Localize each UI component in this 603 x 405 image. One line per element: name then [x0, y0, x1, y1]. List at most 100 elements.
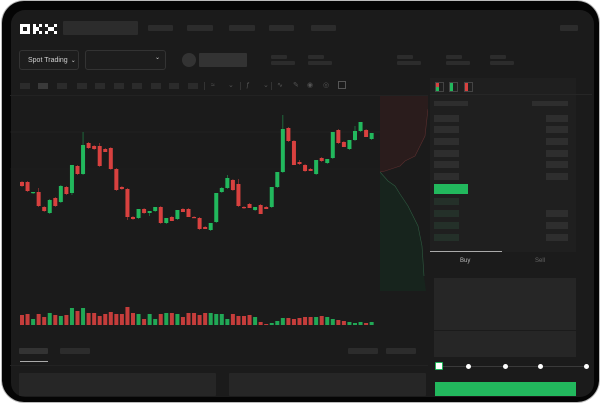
pencil-icon[interactable]: ✎ [293, 82, 299, 89]
chevron-down-icon[interactable]: ⌄ [228, 82, 234, 89]
market-selector-label: Spot Trading [28, 56, 68, 64]
volume-bar [97, 316, 102, 325]
interval-button[interactable] [151, 83, 161, 89]
filter-button[interactable] [348, 348, 378, 354]
orderbook-amount [546, 138, 568, 145]
price-input[interactable] [434, 278, 576, 304]
candle-body [314, 160, 319, 174]
interval-button[interactable] [95, 83, 105, 89]
tab-buy[interactable]: Buy [460, 258, 471, 264]
interval-button[interactable] [57, 83, 67, 89]
candle-body [153, 207, 158, 211]
amount-input[interactable] [434, 304, 576, 330]
orderbook-ask-price[interactable] [434, 173, 459, 180]
slider-handle[interactable] [435, 362, 443, 370]
volume-bar [214, 314, 219, 325]
volume-bar [297, 318, 302, 325]
orderbook-ask-price[interactable] [434, 126, 459, 133]
tab-open-orders[interactable] [19, 348, 48, 354]
orderbook-ask-price[interactable] [434, 161, 459, 168]
orderbook-ask-price[interactable] [434, 115, 459, 122]
orderbook-bid-price[interactable] [434, 222, 459, 229]
candle-body [369, 133, 374, 139]
candle-body [58, 186, 63, 202]
candle-type-icon[interactable]: ≈ [211, 82, 215, 89]
volume-bar [303, 317, 308, 325]
volume-bar [275, 321, 280, 325]
slider-track[interactable] [438, 366, 587, 367]
orderbook-asks-icon[interactable] [464, 82, 473, 92]
candle-body [291, 141, 296, 165]
pair-selector[interactable]: ⌄ [85, 50, 166, 70]
okx-logo[interactable] [20, 22, 58, 34]
chevron-down-icon[interactable]: ⌄ [263, 82, 269, 89]
filter-button[interactable] [386, 348, 416, 354]
candle-body [330, 132, 335, 158]
candle-body [225, 178, 230, 188]
candle-body [20, 182, 24, 186]
candle-body [164, 218, 169, 223]
stat-value [446, 61, 470, 65]
depth-bids-line [380, 171, 425, 277]
nav-item[interactable] [148, 25, 173, 31]
orderbook-col-price [434, 101, 468, 106]
slider-stop[interactable] [503, 364, 508, 369]
candle-body [186, 209, 191, 217]
volume-bar [64, 315, 69, 325]
candle-body [208, 223, 213, 230]
camera-icon[interactable]: ◉ [307, 82, 314, 89]
orderbook-bid-price[interactable] [434, 210, 459, 217]
market-selector[interactable]: Spot Trading ⌄ [19, 50, 79, 70]
candle-body [136, 209, 141, 218]
orderbook-ask-price[interactable] [434, 150, 459, 157]
nav-item[interactable] [311, 25, 336, 31]
nav-item[interactable] [269, 25, 294, 31]
volume-bar [119, 314, 124, 325]
interval-button-active[interactable] [38, 83, 48, 89]
stat-label [490, 55, 506, 59]
tab-active-underline [20, 361, 48, 362]
interval-button[interactable] [20, 83, 30, 89]
interval-button[interactable] [169, 83, 179, 89]
volume-bar [319, 316, 324, 325]
candle-body [242, 207, 246, 209]
interval-button[interactable] [188, 83, 198, 89]
orderbook-mid-price [434, 184, 468, 194]
candle-body [147, 211, 152, 213]
slider-stop[interactable] [538, 364, 543, 369]
tab-sell[interactable]: Sell [535, 258, 546, 264]
volume-bar [230, 314, 235, 325]
slider-stop[interactable] [584, 364, 589, 369]
tab-order-history[interactable] [60, 348, 90, 354]
nav-item[interactable] [229, 25, 255, 31]
candlestick-chart[interactable] [0, 96, 430, 336]
line-chart-icon[interactable]: ∿ [277, 82, 283, 89]
orderbook-bid-price[interactable] [434, 234, 459, 241]
candle-body [325, 159, 330, 163]
volume-bar [147, 314, 152, 325]
fullscreen-icon[interactable] [338, 81, 346, 89]
volume-bar [75, 311, 80, 325]
settings-icon[interactable]: ◎ [323, 82, 330, 89]
interval-button[interactable] [132, 83, 142, 89]
candle-body [319, 158, 324, 161]
orderbook-bid-price[interactable] [434, 198, 459, 205]
candle-body [214, 193, 219, 222]
candle-body [64, 187, 69, 194]
search-placeholder[interactable] [63, 21, 138, 35]
total-input[interactable] [434, 331, 576, 357]
orderbook-amount [546, 115, 568, 122]
orderbook-amount [546, 222, 568, 229]
nav-item[interactable] [560, 25, 578, 31]
slider-stop[interactable] [466, 364, 471, 369]
candle-body [264, 207, 269, 209]
orderbook-bids-icon[interactable] [449, 82, 458, 92]
orderbook-both-icon[interactable] [435, 82, 444, 92]
orderbook-ask-price[interactable] [434, 138, 459, 145]
indicator-icon[interactable]: ƒ [246, 82, 250, 89]
interval-button[interactable] [77, 83, 87, 89]
interval-button[interactable] [114, 83, 124, 89]
nav-item[interactable] [187, 25, 213, 31]
buy-button[interactable] [435, 382, 576, 396]
volume-bar [25, 314, 30, 325]
